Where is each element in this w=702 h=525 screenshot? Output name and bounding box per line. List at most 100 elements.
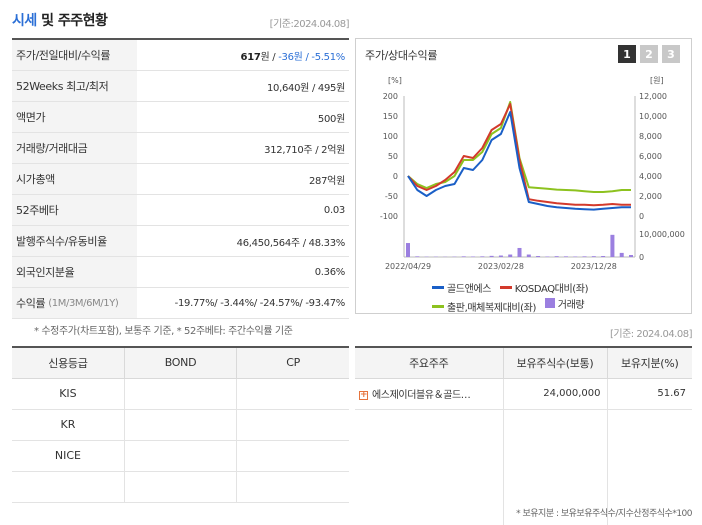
legend-label: 골드앤에스: [447, 283, 492, 295]
y-tick-label: 200: [383, 92, 398, 101]
chart-tabs: 1 2 3: [618, 45, 680, 63]
volume-tick-label: 10,000,000: [639, 230, 685, 239]
volume-bar: [554, 256, 559, 257]
info-label: 수익률 (1M/3M/6M/1Y): [12, 288, 137, 318]
info-label: 시가총액: [12, 164, 137, 194]
y-tick-label: 100: [383, 132, 398, 141]
x-tick-label: 2022/04/29: [385, 262, 431, 271]
table-cell: [236, 409, 349, 441]
credit-header: 신용등급: [12, 348, 125, 379]
legend-swatch: [544, 298, 555, 308]
series-line: [407, 111, 631, 211]
x-tick-label: 2023/02/28: [478, 262, 524, 271]
volume-bar: [480, 256, 485, 257]
legend-label: 거래량: [557, 299, 585, 311]
volume-bar: [619, 252, 624, 257]
volume-bar: [582, 256, 587, 257]
info-value: 10,640원 / 495원: [266, 82, 345, 94]
info-label: 발행주식수/유동비율: [12, 226, 137, 256]
y2-tick-label: 0: [639, 212, 644, 221]
y-tick-label: 0: [393, 172, 398, 181]
current-price: 617: [240, 51, 261, 63]
volume-bar: [489, 255, 494, 257]
right-axis-unit: [원]: [650, 76, 664, 85]
volume-bar: [526, 254, 531, 257]
legend-swatch: [432, 305, 444, 308]
info-row-foreign: 외국인지분율 0.36%: [12, 257, 349, 288]
y-tick-label: 50: [388, 152, 398, 161]
table-cell: [123, 471, 237, 503]
price-unit: 원 /: [260, 51, 279, 63]
info-value: 46,450,564주 / 48.33%: [236, 237, 346, 249]
info-label: 52Weeks 최고/최저: [12, 71, 137, 101]
credit-rating-table: 신용등급 BOND CP KIS KR NICE: [12, 346, 349, 503]
info-row-par-value: 액면가 500원: [12, 102, 349, 133]
info-row-volume: 거래량/거래대금 312,710주 / 2억원: [12, 133, 349, 164]
volume-bar: [517, 247, 522, 257]
table-cell: [355, 409, 503, 525]
info-value: 500원: [317, 113, 345, 125]
holder-percent: 51.67: [606, 378, 692, 410]
volume-bar: [536, 256, 541, 257]
legend-label: KOSDAQ대비(좌): [514, 283, 589, 295]
series-line: [407, 103, 631, 207]
legend-swatch: [499, 285, 512, 289]
chart-tab-1[interactable]: 1: [618, 45, 636, 63]
info-value: 287억원: [309, 175, 345, 187]
holders-header: 주요주주: [355, 348, 503, 379]
holder-shares: 24,000,000: [502, 378, 607, 410]
info-row-price: 주가/전일대비/수익률 617원 / -36원 / -5.51%: [12, 40, 349, 71]
info-footnote: * 수정주가(차트포함), 보통주 기준, * 52주베타: 주간수익률 기준: [34, 326, 293, 337]
reference-date: [기준:2024.04.08]: [269, 19, 350, 30]
y2-tick-label: 4,000: [639, 172, 662, 181]
y2-tick-label: 10,000: [639, 112, 667, 121]
table-row-empty: [355, 409, 692, 525]
info-value: 617원 / -36원 / -5.51%: [137, 48, 349, 63]
volume-bar: [415, 256, 420, 257]
volume-bar: [498, 255, 503, 257]
credit-header: BOND: [123, 348, 237, 379]
y-tick-label: -100: [380, 212, 398, 221]
legend-item: KOSDAQ대비(좌): [499, 279, 589, 295]
info-row-shares: 발행주식수/유동비율 46,450,564주 / 48.33%: [12, 226, 349, 257]
info-label-sub: (1M/3M/6M/1Y): [48, 297, 119, 309]
left-axis-unit: [%]: [388, 76, 402, 85]
y-tick-label: 150: [383, 112, 398, 121]
info-value: 0.03: [323, 204, 345, 216]
table-cell: [123, 409, 237, 441]
info-label: 주가/전일대비/수익률: [12, 40, 137, 70]
chart-reference-date: [기준: 2024.04.08]: [609, 329, 693, 340]
legend-label: 출판,매체복제대비(좌): [447, 303, 536, 314]
expand-plus-icon[interactable]: +: [359, 389, 368, 400]
y-tick-label: -50: [385, 192, 398, 201]
chart-tab-3[interactable]: 3: [662, 45, 680, 63]
table-cell: [236, 378, 349, 410]
chart-title: 주가/상대수익률: [365, 49, 438, 62]
table-cell: NICE: [12, 440, 125, 472]
info-row-market-cap: 시가총액 287억원: [12, 164, 349, 195]
holders-footnote: * 보유지분 : 보유보유주식수/지수산정주식수*100: [516, 509, 692, 519]
table-cell: [606, 409, 692, 525]
table-cell: KR: [12, 409, 125, 441]
legend-item: 골드앤에스: [432, 279, 491, 295]
y2-tick-label: 12,000: [639, 92, 667, 101]
table-cell: KIS: [12, 378, 125, 410]
info-label: 외국인지분율: [12, 257, 137, 287]
y2-tick-label: 8,000: [639, 132, 662, 141]
x-tick-label: 2023/12/28: [571, 262, 617, 271]
chart-panel: 주가/상대수익률 1 2 3 [%] [원] 200 150 100 50 0 -50 -100…: [355, 38, 692, 314]
info-value: 0.36%: [314, 266, 346, 278]
y2-tick-label: 2,000: [639, 192, 662, 201]
table-row: KR: [12, 409, 349, 441]
holders-header: 보유주식수(보통): [502, 348, 607, 379]
volume-bar: [601, 256, 606, 257]
holder-name: 에스제이더블유＆골드…: [372, 390, 471, 401]
info-value: 312,710주 / 2억원: [264, 144, 345, 156]
chart-legend: 골드앤에스 KOSDAQ대비(좌) 출판,매체복제대비(좌) 거래량: [432, 279, 652, 315]
table-cell: [123, 440, 237, 472]
table-cell: [236, 471, 349, 503]
price-chart: [%] [원] 200 150 100 50 0 -50 -100 12,000 10,000 8,0…: [380, 76, 685, 271]
volume-bar: [629, 255, 633, 257]
chart-tab-2[interactable]: 2: [640, 45, 658, 63]
volume-bar: [563, 256, 568, 257]
